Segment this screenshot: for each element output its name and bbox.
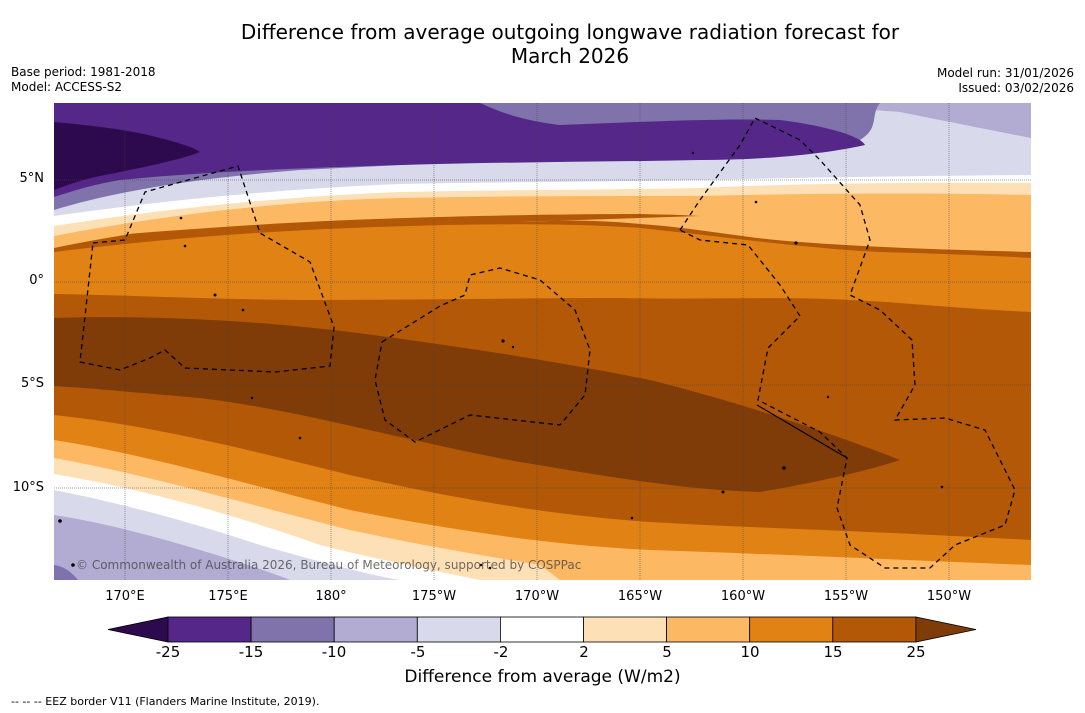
meta-right: Model run: 31/01/2026 Issued: 03/02/2026 [937, 66, 1074, 96]
base-period: Base period: 1981-2018 [11, 65, 156, 79]
colorbar-swatch [333, 616, 418, 643]
graticule [54, 103, 1031, 580]
colorbar-swatch [250, 616, 335, 643]
band-neg5-neg10-south [54, 515, 290, 580]
lon-label-175w: 175°W [411, 589, 457, 604]
lat-label-5n: 5°N [19, 171, 45, 186]
lon-label-170e: 170°E [105, 589, 145, 604]
colorbar-tick-label: -5 [410, 643, 426, 661]
islands [58, 151, 944, 570]
colorbar-tick-label: 10 [740, 643, 760, 661]
colorbar-swatch [583, 616, 667, 643]
lat-label-5s: 5°S [20, 376, 44, 391]
eez-legend: -- -- -- EEZ border V11 (Flanders Marine… [11, 695, 320, 708]
lon-label-170w: 170°W [514, 589, 560, 604]
anomaly-map [54, 103, 1031, 580]
colorbar-swatch [749, 616, 834, 643]
colorbar-tick-label: -2 [493, 643, 509, 661]
colorbar-swatch [666, 616, 751, 643]
colorbar-extend-high [915, 616, 977, 643]
colorbar-swatch [167, 616, 252, 643]
band-5-10-mid [520, 215, 1031, 252]
colorbar-extend-low [107, 616, 169, 643]
copyright-notice: © Commonwealth of Australia 2026, Bureau… [76, 558, 582, 572]
colorbar-swatch [416, 616, 501, 643]
colorbar-tick-label: 15 [823, 643, 843, 661]
colorbar [107, 616, 977, 643]
lon-label-155w: 155°W [823, 589, 869, 604]
colorbar-tick-label: -10 [321, 643, 347, 661]
band-bottom-right [990, 570, 1031, 580]
model-name: Model: ACCESS-S2 [11, 80, 123, 94]
colorbar-tick-label: 5 [662, 643, 672, 661]
band-above-25 [54, 317, 900, 492]
band-10-15 [54, 224, 1031, 312]
colorbar-tick-label: 25 [906, 643, 926, 661]
issued-date: Issued: 03/02/2026 [958, 81, 1074, 95]
band-neg10-neg15-south [54, 565, 78, 580]
eez-solid-segment [756, 404, 848, 459]
lon-label-165w: 165°W [617, 589, 663, 604]
contour-field [54, 103, 1031, 580]
title-line-2: March 2026 [510, 44, 630, 68]
band-below-neg25 [54, 122, 200, 190]
colorbar-swatch [499, 616, 584, 643]
colorbar-tick-label: -15 [238, 643, 264, 661]
lon-label-180: 180° [315, 589, 347, 604]
lat-label-0: 0° [29, 273, 44, 288]
model-run: Model run: 31/01/2026 [936, 66, 1074, 80]
lon-label-175e: 175°E [208, 589, 248, 604]
meta-left: Base period: 1981-2018 Model: ACCESS-S2 [11, 65, 156, 95]
colorbar-tick-label: 2 [579, 643, 589, 661]
eez-borders [79, 117, 1016, 569]
title-line-1: Difference from average outgoing longwav… [240, 20, 900, 44]
lon-label-150w: 150°W [926, 589, 972, 604]
lat-label-10s: 10°S [12, 480, 44, 495]
colorbar-swatch [832, 616, 917, 643]
lon-label-160w: 160°W [720, 589, 766, 604]
colorbar-title: Difference from average (W/m2) [404, 667, 681, 687]
map-title: Difference from average outgoing longwav… [170, 20, 970, 68]
band-neg15-neg25 [54, 103, 865, 197]
colorbar-tick-label: -25 [155, 643, 181, 661]
